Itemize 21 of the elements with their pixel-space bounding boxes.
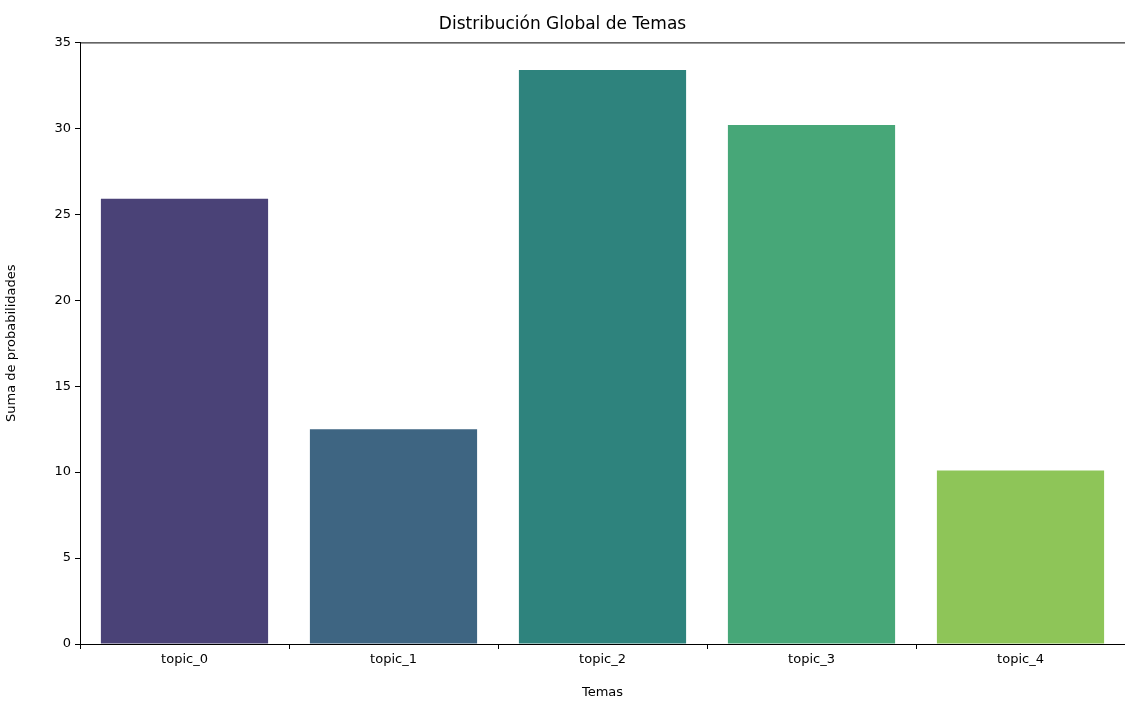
y-tick-label: 35 [54,33,71,49]
x-tick-label: topic_3 [788,651,835,667]
y-tick-label: 5 [62,549,71,565]
bar [518,69,687,644]
y-tick-label: 25 [54,205,71,221]
y-axis-title: Suma de probabilidades [3,264,19,422]
x-tick-label: topic_4 [997,651,1044,667]
y-tick-label: 20 [54,291,71,307]
bar [936,470,1105,644]
x-axis-title: Temas [580,683,624,699]
x-tick-label: topic_0 [161,651,208,667]
bar [309,429,478,644]
x-tick-label: topic_2 [579,651,626,667]
bar [727,124,896,644]
y-tick-label: 0 [62,635,71,651]
chart-title: Distribución Global de Temas [438,12,687,33]
bar [100,198,269,644]
y-tick-label: 30 [54,119,71,135]
y-tick-label: 10 [54,463,71,479]
y-tick-label: 15 [54,377,71,393]
x-tick-label: topic_1 [370,651,417,667]
